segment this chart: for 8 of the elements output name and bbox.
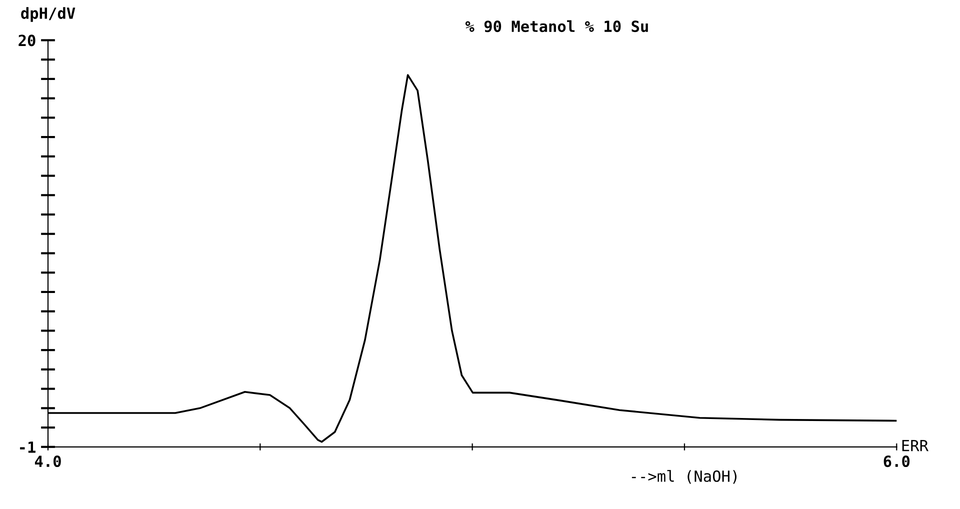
x-tick-label: 4.0 [34,456,61,468]
x-axis-title: -->ml (NaOH) [632,470,736,484]
x-tick-label: 6.0 [884,456,910,468]
text: ERR [902,440,928,452]
y-tick-label: -1 [20,442,36,453]
y-axis-title: dpH/dV [21,7,76,22]
y-tick-label: 20 [18,34,36,46]
chart-title: % 90 Metanol % 10 Su [465,20,648,32]
